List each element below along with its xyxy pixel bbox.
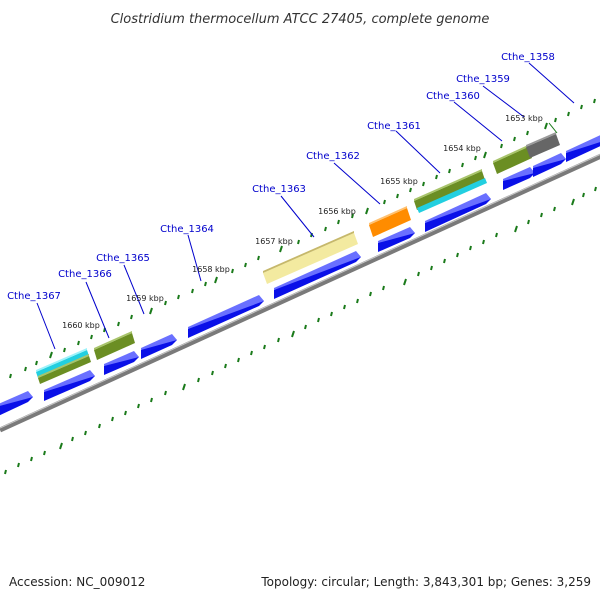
kbp-label: 1660 kbp <box>62 321 100 330</box>
feature-bar-olive <box>414 171 485 210</box>
gene-arrow <box>104 351 139 366</box>
gene-arrow <box>503 167 535 181</box>
feature-bar-orange <box>369 208 411 237</box>
gene-label: Cthe_1363 <box>252 184 306 195</box>
feature-bar-gray <box>526 132 556 147</box>
major-tick <box>49 351 53 359</box>
gene-label: Cthe_1361 <box>367 121 421 132</box>
feature-bar-pale-yellow <box>263 231 354 273</box>
feature-bar-cyan <box>417 178 487 213</box>
gene-arrow <box>188 295 264 329</box>
feature-bars <box>36 132 560 384</box>
gene-labels: Cthe_1358 Cthe_1359 Cthe_1360 Cthe_1361 … <box>7 52 555 302</box>
feature-bar-pale-yellow <box>263 233 358 284</box>
upper-scale-ticks <box>9 98 596 379</box>
gene-arrow <box>44 370 95 392</box>
map-title: Clostridium thermocellum ATCC 27405, com… <box>111 12 490 27</box>
gene-label: Cthe_1362 <box>306 151 360 162</box>
feature-bar-orange <box>369 206 407 225</box>
lower-scale-ticks <box>4 186 597 475</box>
gene-label: Cthe_1366 <box>58 269 112 280</box>
kbp-label: 1656 kbp <box>318 207 356 216</box>
gene-arrow <box>141 334 177 350</box>
kbp-leaders <box>548 122 558 134</box>
feature-bar-gray <box>526 134 560 158</box>
kbp-label: 1658 kbp <box>192 265 230 274</box>
kbp-label: 1659 kbp <box>126 294 164 303</box>
gene-arrow <box>0 391 33 406</box>
feature-bar-cyan <box>36 348 87 372</box>
gene-arrow <box>274 251 361 290</box>
feature-bar-olive <box>94 333 135 360</box>
kbp-label: 1654 kbp <box>443 144 481 153</box>
gene-arrow <box>425 193 491 223</box>
feature-bar-olive <box>38 356 91 384</box>
kbp-label: 1655 kbp <box>380 177 418 186</box>
genome-summary-text: Topology: circular; Length: 3,843,301 bp… <box>260 575 591 589</box>
kbp-label: 1657 kbp <box>255 237 293 246</box>
feature-bar-olive <box>38 354 89 378</box>
feature-bar-cyan <box>36 350 89 378</box>
backbone <box>0 153 600 433</box>
gene-label: Cthe_1358 <box>501 52 555 63</box>
feature-bar-olive <box>414 169 482 201</box>
gene-label: Cthe_1360 <box>426 91 480 102</box>
gene-arrow <box>378 227 415 243</box>
accession-text: Accession: NC_009012 <box>9 575 145 589</box>
label-leaders <box>36 62 575 350</box>
gene-arrow <box>533 153 566 168</box>
gene-arrow <box>566 135 600 153</box>
kbp-label: 1653 kbp <box>505 114 543 123</box>
gene-label: Cthe_1365 <box>96 253 150 264</box>
gene-label: Cthe_1359 <box>456 74 510 85</box>
feature-bar-olive <box>94 331 132 350</box>
kbp-labels: 1653 kbp 1654 kbp 1655 kbp 1656 kbp 1657… <box>62 114 543 330</box>
gene-label: Cthe_1367 <box>7 291 61 302</box>
feature-bar-olive <box>493 147 532 174</box>
forward-genes <box>0 135 600 416</box>
gene-label: Cthe_1364 <box>160 224 214 235</box>
feature-bar-olive <box>493 145 528 163</box>
